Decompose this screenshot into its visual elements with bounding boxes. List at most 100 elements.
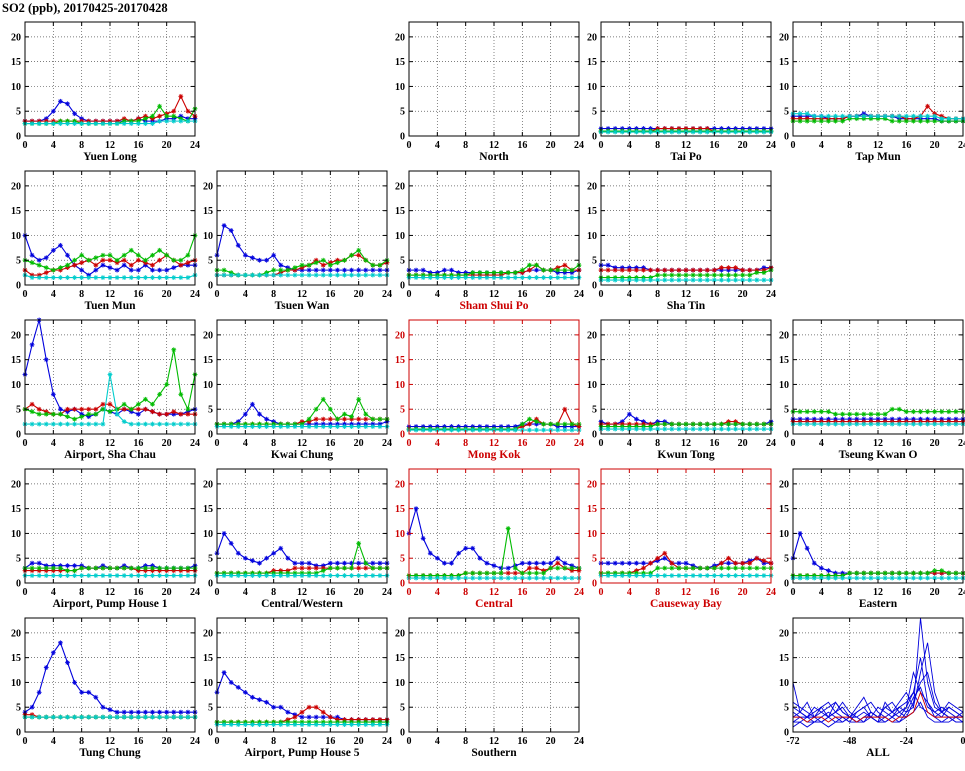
- y-tick-label: 5: [208, 405, 213, 416]
- x-tick-label: 20: [930, 140, 940, 151]
- x-tick-label: 20: [546, 438, 556, 449]
- y-tick-label: 0: [16, 132, 21, 143]
- x-tick-label: 12: [489, 438, 499, 449]
- y-tick-label: 15: [587, 206, 597, 217]
- x-tick-label: 12: [873, 140, 883, 151]
- x-tick-label: 12: [681, 140, 691, 151]
- x-tick-label: 0: [599, 289, 604, 300]
- y-tick-label: 20: [11, 32, 21, 43]
- y-tick-label: 0: [16, 430, 21, 441]
- x-tick-label: 4: [435, 289, 440, 300]
- x-tick-label: 8: [463, 140, 468, 151]
- y-tick-label: 0: [400, 132, 405, 143]
- x-tick-label: 16: [517, 438, 527, 449]
- x-tick-label: 20: [738, 140, 748, 151]
- x-tick-label: 16: [133, 438, 143, 449]
- y-tick-label: 5: [400, 405, 405, 416]
- x-tick-label: 4: [243, 289, 248, 300]
- x-tick-label: 20: [738, 289, 748, 300]
- x-tick-label: 12: [681, 289, 691, 300]
- x-tick-label: 0: [791, 140, 796, 151]
- x-tick-label: 12: [105, 140, 115, 151]
- chart-svg: 0510152004812162024Tap Mun: [768, 2, 965, 170]
- y-tick-label: 20: [395, 330, 405, 341]
- x-tick-label: 16: [709, 140, 719, 151]
- x-tick-label: 8: [79, 140, 84, 151]
- x-tick-label: 16: [133, 289, 143, 300]
- x-tick-label: 12: [105, 289, 115, 300]
- y-tick-label: 0: [592, 430, 597, 441]
- x-tick-label: 8: [847, 140, 852, 151]
- y-tick-label: 5: [208, 256, 213, 267]
- x-tick-label: 0: [215, 438, 220, 449]
- y-tick-label: 5: [784, 107, 789, 118]
- y-tick-label: 0: [208, 430, 213, 441]
- x-tick-label: 8: [271, 289, 276, 300]
- x-tick-label: 4: [435, 438, 440, 449]
- y-tick-label: 10: [587, 82, 597, 93]
- x-tick-label: 0: [23, 438, 28, 449]
- x-tick-label: 20: [354, 289, 364, 300]
- x-tick-label: 16: [517, 140, 527, 151]
- y-tick-label: 5: [592, 107, 597, 118]
- x-tick-label: 0: [215, 289, 220, 300]
- x-tick-label: 20: [162, 438, 172, 449]
- x-tick-label: 12: [105, 438, 115, 449]
- x-tick-label: 0: [407, 140, 412, 151]
- y-tick-label: 15: [395, 206, 405, 217]
- x-tick-label: 4: [51, 438, 56, 449]
- y-tick-label: 10: [203, 380, 213, 391]
- y-tick-label: 15: [395, 355, 405, 366]
- y-tick-label: 10: [395, 82, 405, 93]
- y-tick-label: 10: [11, 380, 21, 391]
- y-tick-label: 20: [587, 181, 597, 192]
- x-tick-label: 24: [766, 289, 776, 300]
- x-tick-label: 20: [162, 140, 172, 151]
- y-tick-label: 20: [203, 181, 213, 192]
- y-tick-label: 0: [784, 132, 789, 143]
- x-tick-label: 12: [489, 140, 499, 151]
- x-tick-label: 12: [489, 289, 499, 300]
- x-tick-label: 4: [51, 289, 56, 300]
- y-tick-label: 5: [16, 107, 21, 118]
- x-tick-label: 16: [517, 289, 527, 300]
- x-tick-label: 16: [325, 289, 335, 300]
- x-tick-label: 0: [599, 140, 604, 151]
- y-tick-label: 10: [587, 231, 597, 242]
- y-tick-label: 20: [203, 330, 213, 341]
- x-tick-label: 0: [407, 289, 412, 300]
- x-tick-label: 20: [162, 289, 172, 300]
- y-tick-label: 5: [16, 256, 21, 267]
- y-tick-label: 10: [395, 231, 405, 242]
- x-tick-label: 4: [51, 140, 56, 151]
- y-tick-label: 15: [11, 57, 21, 68]
- y-tick-label: 5: [592, 256, 597, 267]
- x-tick-label: 4: [627, 140, 632, 151]
- y-tick-label: 0: [400, 430, 405, 441]
- x-tick-label: 0: [23, 140, 28, 151]
- y-tick-label: 15: [11, 206, 21, 217]
- x-tick-label: 24: [958, 140, 965, 151]
- y-tick-label: 0: [592, 132, 597, 143]
- y-tick-label: 20: [395, 181, 405, 192]
- y-tick-label: 0: [592, 281, 597, 292]
- chart-title: Tap Mun: [855, 151, 901, 163]
- y-tick-label: 15: [203, 355, 213, 366]
- x-tick-label: 16: [709, 289, 719, 300]
- x-tick-label: 20: [546, 140, 556, 151]
- y-tick-label: 15: [11, 355, 21, 366]
- x-tick-label: 24: [190, 140, 200, 151]
- y-tick-label: 10: [779, 82, 789, 93]
- x-tick-label: 8: [463, 438, 468, 449]
